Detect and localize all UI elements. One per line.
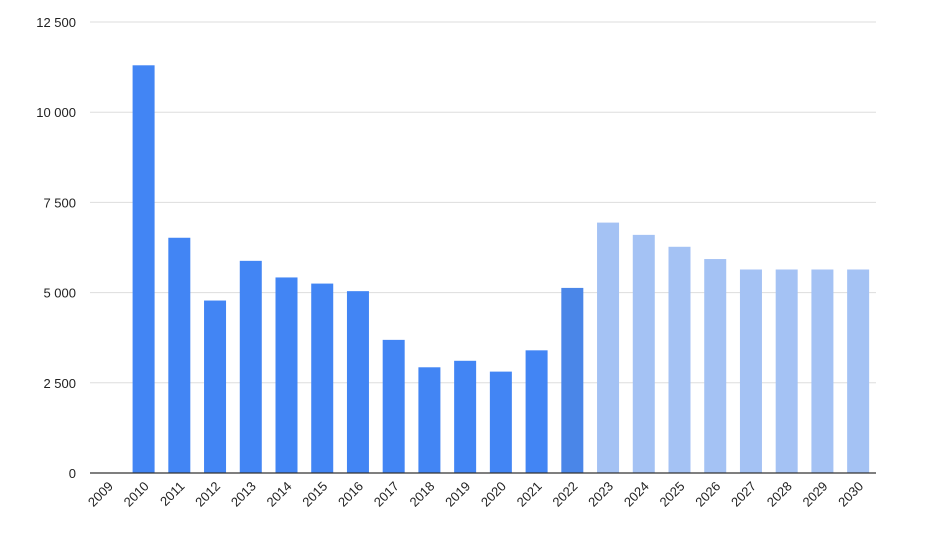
- bar-2015: [311, 283, 334, 473]
- bar-2017: [382, 339, 405, 473]
- x-tick-label: 2029: [799, 479, 830, 510]
- bar-2018: [418, 367, 441, 473]
- x-tick-label: 2021: [514, 479, 545, 510]
- x-tick-label: 2014: [264, 479, 295, 510]
- y-tick-label: 0: [69, 466, 76, 481]
- bar-2027: [739, 269, 762, 473]
- x-tick-label: 2010: [121, 479, 152, 510]
- x-tick-label: 2012: [192, 479, 223, 510]
- x-tick-label: 2022: [549, 479, 580, 510]
- bar-2020: [489, 371, 512, 473]
- bar-2016: [346, 291, 369, 473]
- x-tick-label: 2026: [692, 479, 723, 510]
- y-axis-ticks: 0 2 500 5 000 7 500 10 000 12 500: [36, 15, 76, 481]
- bars: [132, 65, 870, 474]
- x-tick-label: 2024: [621, 479, 652, 510]
- bar-2010: [132, 65, 155, 474]
- x-tick-label: 2027: [728, 479, 759, 510]
- x-tick-label: 2025: [657, 479, 688, 510]
- x-tick-label: 2018: [406, 479, 437, 510]
- x-tick-label: 2023: [585, 479, 616, 510]
- x-tick-label: 2030: [835, 479, 866, 510]
- x-tick-label: 2019: [442, 479, 473, 510]
- y-tick-label: 12 500: [36, 15, 76, 30]
- x-tick-label: 2011: [157, 479, 187, 509]
- bar-2023: [597, 222, 620, 473]
- x-axis-ticks: 2009 2010 2011 2012 2013 2014 2015 2016 2017 2018…: [85, 479, 866, 510]
- bar-2012: [204, 300, 227, 473]
- x-tick-label: 2015: [299, 479, 330, 510]
- bar-2028: [775, 269, 798, 473]
- bar-2029: [811, 269, 834, 473]
- bar-2011: [168, 237, 191, 473]
- y-tick-label: 7 500: [43, 195, 76, 210]
- x-tick-label: 2016: [335, 479, 366, 510]
- bar-2021: [525, 350, 548, 473]
- x-tick-label: 2020: [478, 479, 509, 510]
- x-tick-label: 2028: [764, 479, 795, 510]
- bar-2025: [668, 246, 691, 473]
- bar-2022: [561, 287, 584, 473]
- bar-2013: [239, 260, 262, 473]
- y-tick-label: 10 000: [36, 105, 76, 120]
- bar-2014: [275, 277, 298, 473]
- x-tick-label: 2013: [228, 479, 259, 510]
- bar-2024: [632, 234, 655, 473]
- x-tick-label: 2009: [85, 479, 116, 510]
- y-tick-label: 5 000: [43, 286, 76, 301]
- y-tick-label: 2 500: [43, 376, 76, 391]
- bar-2030: [847, 269, 870, 473]
- bar-2019: [454, 360, 477, 473]
- x-tick-label: 2017: [371, 479, 402, 510]
- bar-2026: [704, 259, 727, 473]
